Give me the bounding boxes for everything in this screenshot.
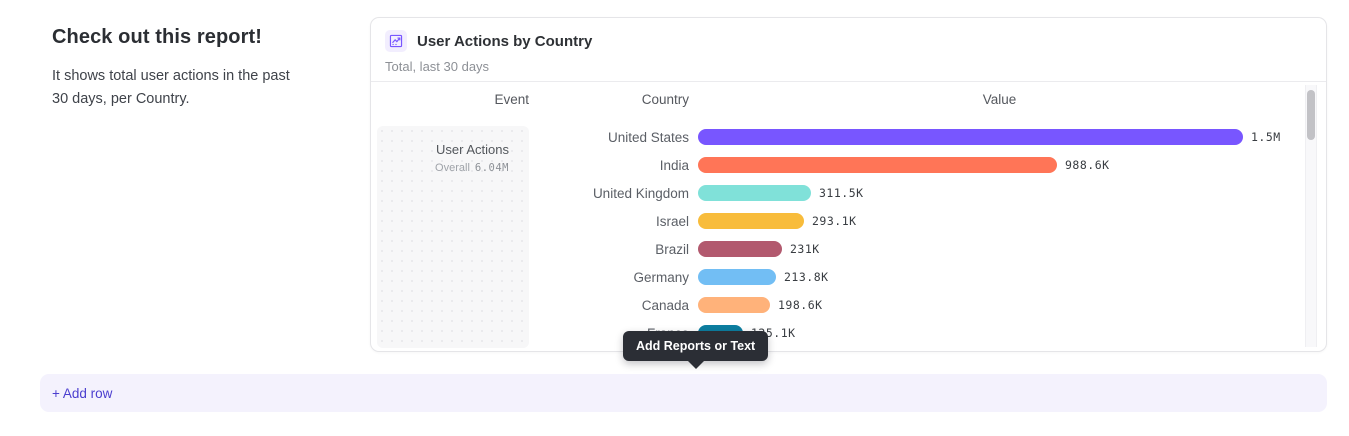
text-widget[interactable]: Check out this report! It shows total us… [52, 26, 302, 111]
bar-value-label: 213.8K [784, 270, 829, 284]
bar-chart-area: Event Country Value User Actions Overall… [371, 82, 1326, 350]
add-reports-tooltip: Add Reports or Text [623, 331, 769, 361]
chart-scrollbar-track[interactable] [1305, 85, 1317, 347]
bar-track: 1.5M [698, 129, 1306, 145]
event-overall-value: 6.04M [474, 162, 509, 174]
country-bar[interactable] [698, 129, 1243, 145]
event-name: User Actions [436, 142, 509, 157]
country-label: United States [607, 129, 689, 145]
bar-track: 125.1K [698, 325, 1306, 341]
bar-rows: United States 1.5M India 988.6K United K… [371, 123, 1306, 347]
bar-value-label: 311.5K [819, 186, 864, 200]
country-label: India [659, 157, 689, 173]
column-header-country: Country [641, 92, 689, 107]
bar-value-label: 988.6K [1065, 158, 1110, 172]
add-row-label: + Add row [52, 385, 113, 401]
report-card[interactable]: User Actions by Country Total, last 30 d… [370, 17, 1327, 352]
add-reports-tooltip-label: Add Reports or Text [636, 339, 756, 353]
bar-track: 293.1K [698, 213, 1306, 229]
chart-row: United Kingdom 311.5K [371, 179, 1306, 207]
add-row-button[interactable]: + Add row [40, 374, 1327, 412]
country-label: Canada [641, 297, 689, 313]
text-widget-description: It shows total user actions in the past … [52, 68, 290, 108]
bar-value-label: 231K [790, 242, 820, 256]
country-label: Brazil [655, 241, 689, 257]
country-bar[interactable] [698, 297, 770, 313]
event-overall: Overall 6.04M [377, 162, 509, 174]
chart-row: Brazil 231K [371, 235, 1306, 263]
country-label: Germany [633, 269, 689, 285]
chart-row: India 988.6K [371, 151, 1306, 179]
country-bar[interactable] [698, 213, 804, 229]
bar-track: 988.6K [698, 157, 1306, 173]
column-header-event: Event [494, 92, 529, 107]
column-header-value: Value [982, 92, 1017, 107]
chart-scrollbar-thumb[interactable] [1307, 90, 1315, 140]
chart-row: Germany 213.8K [371, 263, 1306, 291]
report-title[interactable]: User Actions by Country [417, 32, 593, 50]
chart-row: United States 1.5M [371, 123, 1306, 151]
bar-track: 213.8K [698, 269, 1306, 285]
bar-track: 231K [698, 241, 1306, 257]
text-widget-heading: Check out this report! [52, 26, 262, 48]
chart-row: France 125.1K [371, 319, 1306, 347]
event-overall-label: Overall [435, 162, 470, 174]
report-card-header: User Actions by Country Total, last 30 d… [371, 18, 1326, 82]
chart-row: Israel 293.1K [371, 207, 1306, 235]
country-bar[interactable] [698, 269, 776, 285]
country-bar[interactable] [698, 241, 782, 257]
report-subtitle: Total, last 30 days [385, 59, 490, 74]
bar-track: 311.5K [698, 185, 1306, 201]
country-label: United Kingdom [592, 185, 689, 201]
bar-value-label: 293.1K [812, 214, 857, 228]
bar-value-label: 198.6K [778, 298, 823, 312]
event-cell[interactable]: User Actions Overall 6.04M [377, 126, 529, 348]
chart-row: Canada 198.6K [371, 291, 1306, 319]
report-title-row[interactable]: User Actions by Country [385, 30, 1312, 52]
line-chart-icon [385, 30, 407, 52]
bar-value-label: 1.5M [1251, 130, 1281, 144]
country-label: Israel [655, 213, 689, 229]
country-bar[interactable] [698, 185, 811, 201]
country-bar[interactable] [698, 157, 1057, 173]
bar-track: 198.6K [698, 297, 1306, 313]
